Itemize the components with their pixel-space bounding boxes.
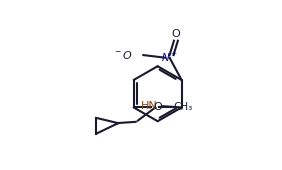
Text: O: O bbox=[172, 29, 180, 39]
Text: O: O bbox=[153, 103, 162, 112]
Text: CH₃: CH₃ bbox=[173, 103, 192, 112]
Text: HN: HN bbox=[141, 101, 158, 111]
Text: $N^+$: $N^+$ bbox=[161, 51, 178, 64]
Text: $^-O$: $^-O$ bbox=[113, 49, 133, 61]
